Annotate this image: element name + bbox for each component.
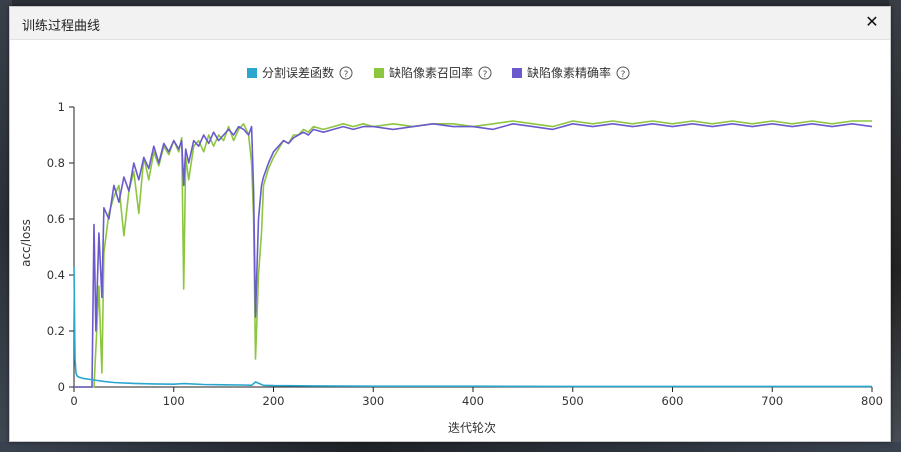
close-icon[interactable]: ✕ bbox=[865, 12, 879, 31]
x-tick-label: 500 bbox=[562, 394, 584, 408]
x-tick-label: 0 bbox=[70, 394, 77, 408]
legend-label: 缺陷像素精确率 bbox=[527, 65, 611, 80]
legend-swatch bbox=[247, 68, 257, 78]
legend-label: 缺陷像素召回率 bbox=[389, 65, 473, 80]
x-axis-title: 迭代轮次 bbox=[448, 421, 496, 435]
help-icon-glyph: ? bbox=[344, 70, 349, 80]
y-tick-label: 0.8 bbox=[47, 156, 65, 170]
legend-label: 分割误差函数 bbox=[262, 65, 334, 80]
help-icon-glyph: ? bbox=[621, 70, 626, 80]
help-icon[interactable] bbox=[616, 66, 630, 80]
dialog-title: 训练过程曲线 bbox=[22, 19, 101, 34]
chart-legend: 分割误差函数? 缺陷像素召回率? 缺陷像素精确率? bbox=[247, 65, 630, 80]
series-line-0 bbox=[73, 266, 872, 388]
x-tick-label: 300 bbox=[362, 394, 384, 408]
background-right bbox=[889, 0, 901, 452]
help-icon-glyph: ? bbox=[483, 70, 488, 80]
training-curve-dialog: 训练过程曲线 ✕ 分割误差函数? 缺陷像素召回率? 缺陷像素精确率? 0 0.2 0.4… bbox=[9, 6, 891, 442]
y-tick-label: 0.6 bbox=[47, 212, 65, 226]
y-tick-label: 1 bbox=[58, 100, 65, 114]
help-icon[interactable] bbox=[478, 66, 492, 80]
series-line-1 bbox=[74, 120, 872, 388]
x-tick-label: 400 bbox=[462, 394, 484, 408]
x-tick-label: 600 bbox=[662, 394, 684, 408]
legend-item-0[interactable]: 分割误差函数? bbox=[247, 65, 353, 80]
x-tick-label: 700 bbox=[761, 394, 783, 408]
series-line-2 bbox=[74, 123, 873, 388]
legend-item-2[interactable]: 缺陷像素精确率? bbox=[512, 65, 630, 80]
y-tick-label: 0 bbox=[58, 380, 65, 394]
y-axis-title: acc/loss bbox=[19, 219, 33, 267]
legend-swatch bbox=[512, 68, 522, 78]
x-tick-label: 800 bbox=[861, 394, 883, 408]
x-tick-label: 100 bbox=[163, 394, 185, 408]
legend-item-1[interactable]: 缺陷像素召回率? bbox=[374, 65, 492, 80]
dialog-titlebar[interactable]: 训练过程曲线 ✕ bbox=[10, 7, 890, 40]
chart-series bbox=[73, 120, 873, 388]
help-icon[interactable] bbox=[339, 66, 353, 80]
background-bottom bbox=[0, 442, 901, 452]
y-tick-label: 0.4 bbox=[47, 268, 65, 282]
y-tick-label: 0.2 bbox=[47, 324, 65, 338]
x-tick-label: 200 bbox=[263, 394, 285, 408]
training-chart: 分割误差函数? 缺陷像素召回率? 缺陷像素精确率? 00.20.40.60.810 1… bbox=[19, 65, 883, 435]
legend-swatch bbox=[374, 68, 384, 78]
